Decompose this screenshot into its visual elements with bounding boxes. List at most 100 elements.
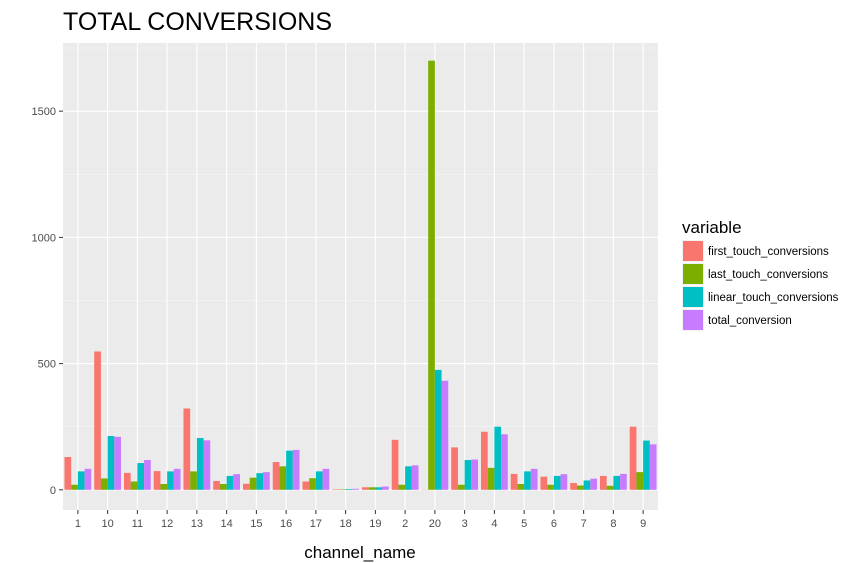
bar-linear-touch-conversions bbox=[315, 471, 323, 490]
bar-total-conversion bbox=[411, 465, 419, 490]
bar-first-touch-conversions bbox=[391, 439, 399, 490]
bar-last-touch-conversions bbox=[279, 466, 287, 490]
bar-linear-touch-conversions bbox=[524, 471, 531, 490]
bar-total-conversion bbox=[173, 468, 181, 490]
bar-first-touch-conversions bbox=[302, 481, 310, 490]
bar-linear-touch-conversions bbox=[226, 475, 234, 490]
bar-linear-touch-conversions bbox=[464, 460, 472, 490]
legend-swatch bbox=[683, 287, 703, 307]
bar-linear-touch-conversions bbox=[167, 471, 174, 490]
x-axis: 1 10 11 12 13 14 15 16 17 18 19 2 20 3 4 5 6 7 8 9 bbox=[75, 510, 646, 530]
bar-total-conversion bbox=[590, 478, 598, 490]
x-tick-label: 4 bbox=[491, 518, 497, 530]
bar-linear-touch-conversions bbox=[583, 480, 591, 490]
legend-swatch bbox=[683, 264, 703, 284]
legend-label: first_touch_conversions bbox=[708, 246, 829, 258]
bar-last-touch-conversions bbox=[547, 484, 554, 490]
legend-swatch bbox=[683, 241, 703, 261]
bar-first-touch-conversions bbox=[629, 426, 637, 490]
bar-first-touch-conversions bbox=[153, 471, 161, 490]
bar-first-touch-conversions bbox=[510, 473, 518, 490]
bars bbox=[64, 60, 657, 491]
bar-last-touch-conversions bbox=[309, 478, 316, 490]
x-tick-label: 17 bbox=[310, 518, 322, 530]
bar-linear-touch-conversions bbox=[107, 436, 115, 490]
bar-linear-touch-conversions bbox=[405, 466, 412, 490]
bar-total-conversion bbox=[322, 468, 330, 490]
x-tick-label: 18 bbox=[340, 518, 352, 530]
bar-linear-touch-conversions bbox=[643, 440, 650, 490]
bar-total-conversion bbox=[84, 468, 92, 490]
bar-linear-touch-conversions bbox=[434, 369, 442, 490]
x-tick-label: 12 bbox=[161, 518, 173, 530]
bar-linear-touch-conversions bbox=[196, 438, 204, 490]
bar-first-touch-conversions bbox=[272, 462, 280, 490]
bar-first-touch-conversions bbox=[123, 472, 131, 490]
bar-last-touch-conversions bbox=[190, 471, 197, 490]
bar-first-touch-conversions bbox=[332, 489, 339, 490]
bar-last-touch-conversions bbox=[130, 481, 138, 490]
legend-label: linear_touch_conversions bbox=[708, 292, 839, 304]
bar-first-touch-conversions bbox=[480, 431, 488, 490]
bar-last-touch-conversions bbox=[606, 485, 614, 490]
x-tick-label: 6 bbox=[551, 518, 557, 530]
bar-last-touch-conversions bbox=[249, 477, 257, 490]
bar-last-touch-conversions bbox=[160, 483, 168, 490]
bar-linear-touch-conversions bbox=[494, 426, 502, 490]
x-tick-label: 5 bbox=[521, 518, 527, 530]
bar-last-touch-conversions bbox=[100, 478, 108, 490]
bar-last-touch-conversions bbox=[219, 483, 227, 490]
x-tick-label: 13 bbox=[191, 518, 203, 530]
x-tick-label: 3 bbox=[462, 518, 468, 530]
bar-total-conversion bbox=[471, 459, 479, 490]
bar-first-touch-conversions bbox=[64, 456, 72, 490]
bar-total-conversion bbox=[501, 434, 508, 490]
plot-panel bbox=[63, 43, 658, 510]
bar-last-touch-conversions bbox=[517, 483, 525, 490]
bar-last-touch-conversions bbox=[428, 60, 435, 490]
x-tick-label: 20 bbox=[429, 518, 441, 530]
legend-label: total_conversion bbox=[708, 315, 792, 327]
bar-linear-touch-conversions bbox=[137, 463, 145, 490]
bar-linear-touch-conversions bbox=[613, 475, 621, 490]
bar-total-conversion bbox=[233, 474, 241, 490]
chart-title: TOTAL CONVERSIONS bbox=[63, 8, 332, 36]
bar-total-conversion bbox=[144, 460, 151, 490]
bar-first-touch-conversions bbox=[451, 447, 458, 490]
bar-last-touch-conversions bbox=[398, 484, 406, 490]
x-tick-label: 1 bbox=[75, 518, 81, 530]
bar-total-conversion bbox=[620, 473, 627, 490]
bar-last-touch-conversions bbox=[457, 484, 465, 490]
x-tick-label: 7 bbox=[581, 518, 587, 530]
y-tick-label: 1500 bbox=[32, 106, 56, 118]
x-tick-label: 15 bbox=[250, 518, 262, 530]
bar-first-touch-conversions bbox=[242, 483, 250, 490]
bar-last-touch-conversions bbox=[576, 485, 584, 490]
legend: variable first_touch_conversions last_tou… bbox=[682, 218, 839, 331]
bar-last-touch-conversions bbox=[368, 487, 376, 490]
bar-total-conversion bbox=[530, 468, 538, 490]
legend-swatch bbox=[683, 310, 703, 330]
bar-linear-touch-conversions bbox=[553, 475, 561, 490]
bar-linear-touch-conversions bbox=[375, 487, 383, 490]
legend-label: last_touch_conversions bbox=[708, 269, 828, 281]
bar-linear-touch-conversions bbox=[345, 489, 353, 490]
bar-first-touch-conversions bbox=[361, 487, 369, 490]
bar-first-touch-conversions bbox=[540, 476, 548, 490]
bar-linear-touch-conversions bbox=[286, 450, 293, 490]
bar-total-conversion bbox=[382, 486, 389, 490]
x-tick-label: 11 bbox=[132, 518, 143, 530]
bar-last-touch-conversions bbox=[487, 467, 495, 490]
y-tick-label: 500 bbox=[38, 359, 56, 371]
bar-total-conversion bbox=[114, 436, 122, 490]
bar-total-conversion bbox=[292, 449, 300, 490]
bar-total-conversion bbox=[352, 488, 360, 490]
bar-first-touch-conversions bbox=[599, 475, 607, 490]
bar-total-conversion bbox=[560, 474, 568, 490]
bar-last-touch-conversions bbox=[338, 489, 346, 490]
bar-last-touch-conversions bbox=[71, 484, 78, 490]
x-tick-label: 16 bbox=[280, 518, 292, 530]
y-axis: 0 500 1000 1500 bbox=[32, 106, 63, 497]
bar-first-touch-conversions bbox=[94, 351, 101, 490]
